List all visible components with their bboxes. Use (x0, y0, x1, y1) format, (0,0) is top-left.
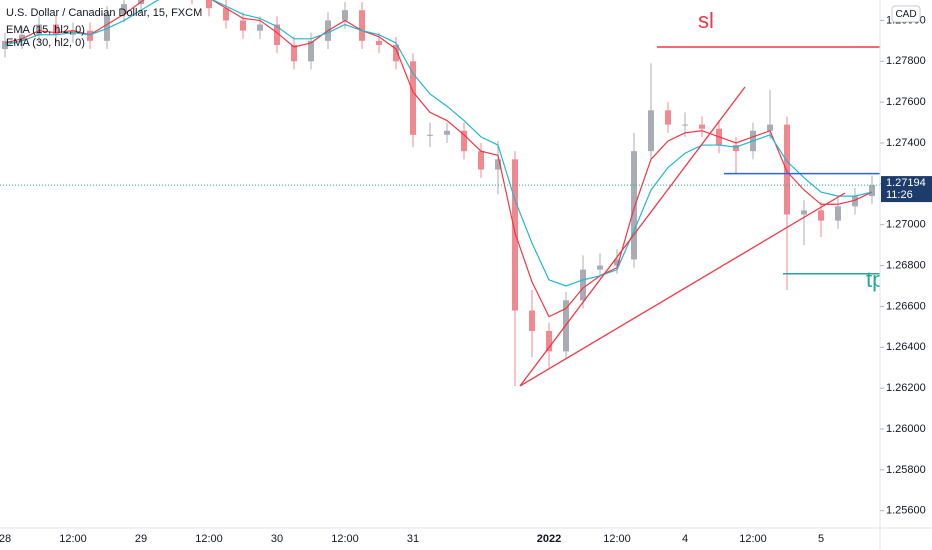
candle-body (121, 4, 127, 15)
candle-body (478, 151, 484, 170)
x-tick-label: 12:00 (331, 533, 359, 545)
ema-line (4, 0, 873, 287)
x-tick-label: 12:00 (59, 533, 87, 545)
candle-body (733, 145, 739, 152)
x-tick-label: 28 (0, 533, 11, 545)
candle-body (257, 24, 263, 31)
candle-body (835, 206, 841, 221)
candle-body (206, 0, 212, 9)
axes: 1.25600 1.25800 1.26000 1.26200 1.26400 1.266… (0, 14, 932, 545)
legend-entry: EMA (30, hl2, 0) (6, 37, 85, 49)
ema-line (4, 0, 873, 318)
candle-body (359, 10, 365, 41)
candle-body (223, 8, 229, 21)
candle-body (427, 134, 433, 136)
candle-body (869, 185, 875, 197)
plot-area: sl tp (0, 0, 884, 387)
x-tick-label: 29 (135, 533, 147, 545)
candle-body (461, 130, 467, 152)
chart-title: U.S. Dollar / Canadian Dollar, 15, FXCM (6, 7, 202, 19)
candle-body (444, 130, 450, 135)
y-tick-label: 1.25800 (886, 464, 926, 476)
y-tick-label: 1.26800 (886, 259, 926, 271)
candle-body (818, 210, 824, 221)
candle-body (801, 210, 807, 215)
candle-body (342, 10, 348, 21)
candle-body (767, 124, 773, 131)
trend-line (519, 192, 846, 387)
candle-body (631, 151, 637, 260)
candle-body (87, 30, 93, 41)
y-tick-label: 1.25600 (886, 505, 926, 517)
candle-body (393, 44, 399, 62)
y-tick-label: 1.27000 (886, 219, 926, 231)
candle-body (308, 40, 314, 62)
candle-body (495, 159, 501, 170)
candle-body (699, 124, 705, 129)
candle-body (529, 310, 535, 331)
x-tick-label: 2022 (537, 533, 561, 545)
currency-badge (891, 5, 921, 23)
candle-body (376, 40, 382, 45)
level-label: sl (698, 8, 714, 33)
candle-body (597, 265, 603, 270)
y-tick-label: 1.27800 (886, 55, 926, 67)
y-tick-label: 1.26200 (886, 382, 926, 394)
x-tick-label: 30 (271, 533, 283, 545)
candle-body (665, 110, 671, 125)
level-label: tp (866, 267, 884, 292)
y-tick-label: 1.27400 (886, 137, 926, 149)
candle-body (291, 44, 297, 62)
trend-line (519, 86, 746, 387)
y-tick-label: 1.26400 (886, 341, 926, 353)
legend-entry: EMA (15, hl2, 0) (6, 24, 85, 36)
candle-body (546, 330, 552, 352)
candle-body (240, 20, 246, 31)
y-tick-label: 1.27600 (886, 96, 926, 108)
x-tick-label: 12:00 (603, 533, 631, 545)
candle-body (614, 259, 620, 266)
candle-body (274, 24, 280, 45)
x-tick-label: 31 (407, 533, 419, 545)
x-tick-label: 12:00 (195, 533, 223, 545)
candle-body (512, 159, 518, 311)
candle-body (104, 14, 110, 41)
countdown: 11:26 (886, 189, 913, 201)
candle-body (648, 110, 654, 152)
last-price-badge (881, 176, 932, 203)
candle-body (852, 196, 858, 207)
currency: CAD (895, 9, 916, 20)
x-tick-label: 4 (682, 533, 688, 545)
x-tick-label: 12:00 (739, 533, 767, 545)
y-tick-label: 1.26600 (886, 300, 926, 312)
candle-body (53, 24, 59, 35)
candle-body (784, 124, 790, 215)
candle-body (580, 269, 586, 301)
last-price-label: 1.27194 (886, 177, 926, 189)
y-tick-label: 1.26000 (886, 423, 926, 435)
drawings (519, 86, 846, 387)
candle-body (36, 24, 42, 35)
candle-body (19, 34, 25, 41)
candle-body (410, 61, 416, 135)
candle-body (682, 124, 688, 126)
x-tick-label: 5 (818, 533, 824, 545)
